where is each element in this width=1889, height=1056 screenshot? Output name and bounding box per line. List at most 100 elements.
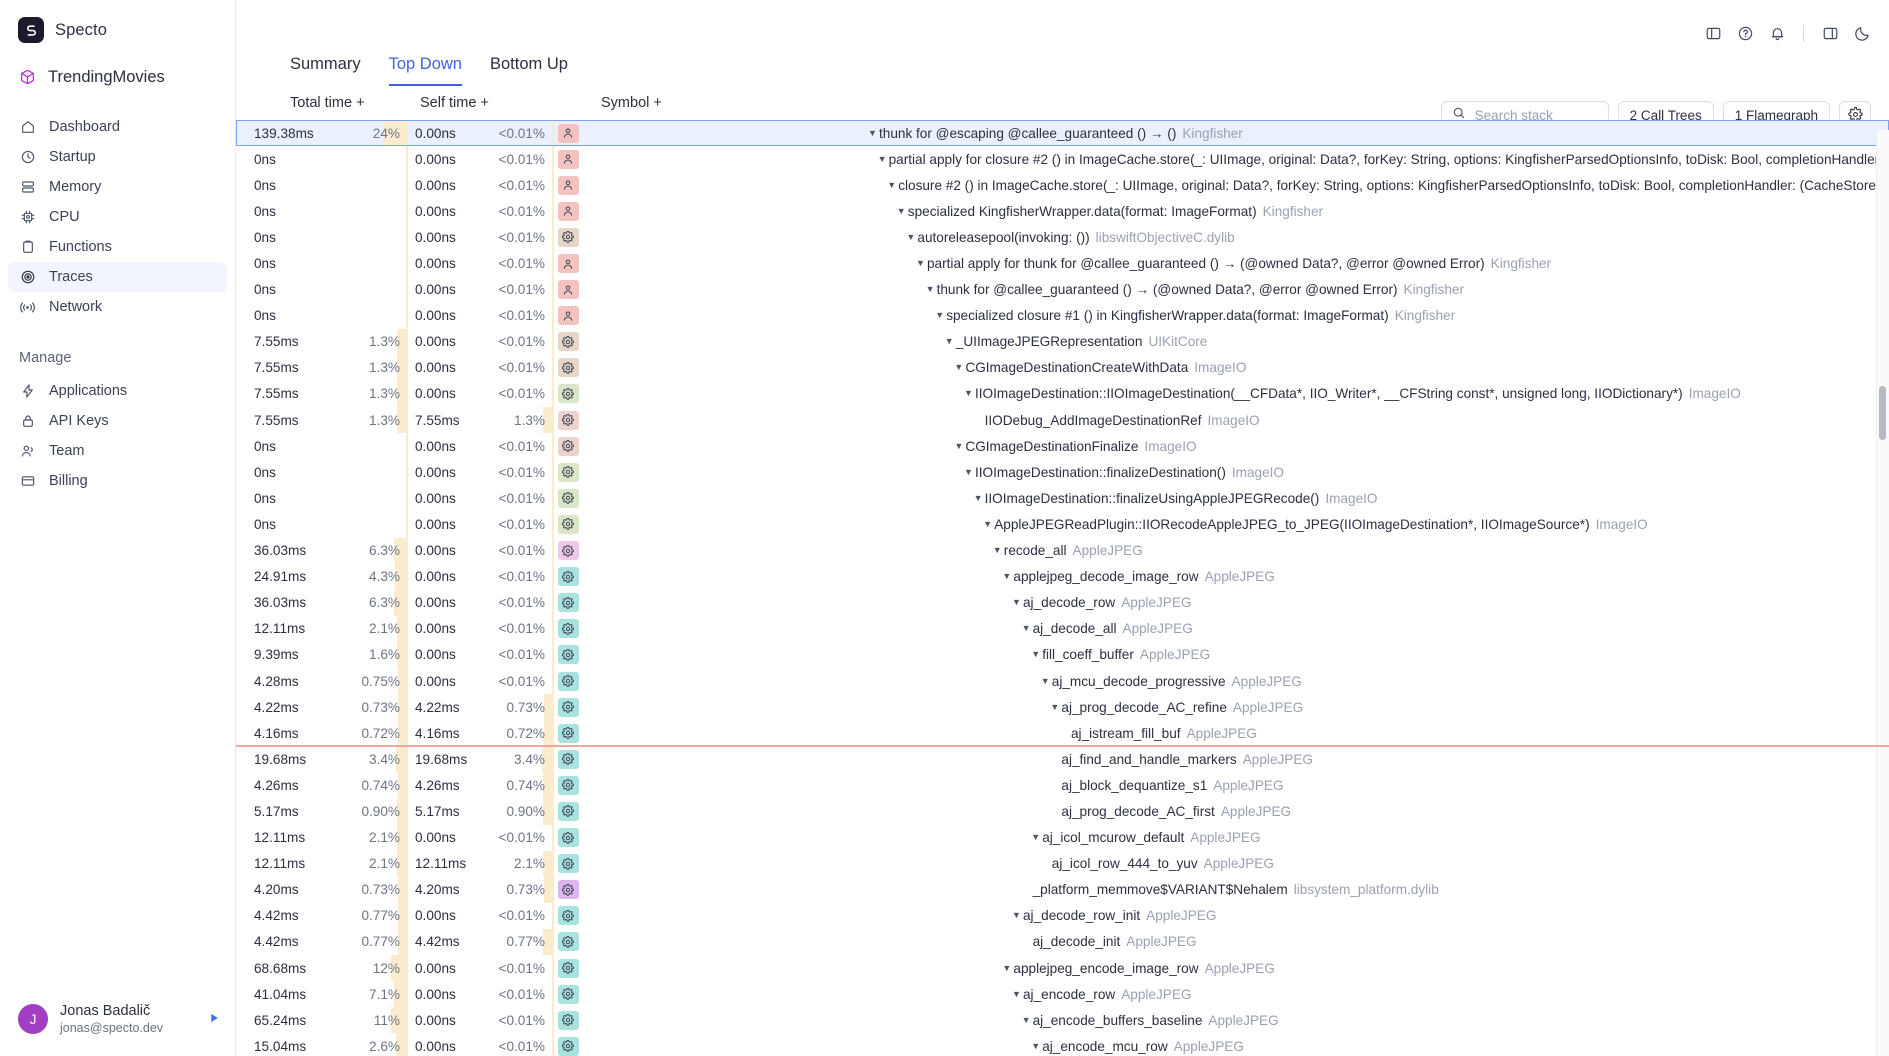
sidebar-item-team[interactable]: Team (8, 436, 227, 466)
sidebar-item-dashboard[interactable]: Dashboard (8, 112, 227, 142)
self-time-value: 0.00ns (415, 438, 456, 454)
disclosure-caret-icon[interactable]: ▼ (954, 440, 964, 451)
table-row[interactable]: 12.11ms 2.1% 0.00ns <0.01% ▼ aj_decode_all App… (236, 615, 1889, 642)
sidebar-item-cpu[interactable]: CPU (8, 202, 227, 232)
lock-icon (19, 413, 36, 430)
table-row[interactable]: 0ns 0.00ns <0.01% ▼ IIOImageDestination::fin… (236, 485, 1889, 512)
disclosure-caret-icon[interactable]: ▼ (992, 545, 1002, 556)
table-row[interactable]: 41.04ms 7.1% 0.00ns <0.01% ▼ aj_encode_row App… (236, 981, 1889, 1008)
symbol-module: ImageIO (1231, 464, 1284, 480)
table-row[interactable]: 36.03ms 6.3% 0.00ns <0.01% ▼ recode_all AppleJ… (236, 537, 1889, 564)
table-row[interactable]: 4.20ms 0.73% 4.20ms 0.73% ▼_platform_memmove… (236, 876, 1889, 903)
table-row[interactable]: 0ns 0.00ns <0.01% ▼ specialized KingfisherWr… (236, 198, 1889, 225)
disclosure-caret-icon[interactable]: ▼ (877, 153, 887, 164)
table-row[interactable]: 36.03ms 6.3% 0.00ns <0.01% ▼ aj_decode_row App… (236, 589, 1889, 616)
table-row[interactable]: 24.91ms 4.3% 0.00ns <0.01% ▼ applejpeg_decode… (236, 563, 1889, 590)
disclosure-caret-icon[interactable]: ▼ (983, 518, 993, 529)
self-time-value: 12.11ms (415, 856, 467, 872)
tab-bottom-up[interactable]: Bottom Up (489, 55, 568, 73)
table-row[interactable]: 9.39ms 1.6% 0.00ns <0.01% ▼ fill_coeff_buffer… (236, 641, 1889, 668)
table-row[interactable]: 4.16ms0.72%4.16ms0.72%▼aj_istream_fill_b… (236, 720, 1889, 747)
sidebar-item-memory[interactable]: Memory (8, 172, 227, 202)
table-row[interactable]: 0ns 0.00ns <0.01% ▼ closure #2 () in ImageCa… (236, 172, 1889, 199)
disclosure-caret-icon[interactable]: ▼ (1040, 675, 1050, 686)
disclosure-caret-icon[interactable]: ▼ (1031, 649, 1041, 660)
sidebar-item-network[interactable]: Network (8, 292, 227, 322)
table-row[interactable]: 0ns 0.00ns <0.01% ▼ partial apply for closur… (236, 146, 1889, 173)
disclosure-caret-icon[interactable]: ▼ (925, 284, 935, 295)
disclosure-caret-icon[interactable]: ▼ (1012, 910, 1021, 921)
table-row[interactable]: 68.68ms 12% 0.00ns <0.01% ▼ applejpeg_encode_… (236, 955, 1889, 982)
disclosure-caret-icon[interactable]: ▼ (964, 388, 973, 399)
vertical-scrollbar-track[interactable] (1876, 130, 1889, 1056)
disclosure-caret-icon[interactable]: ▼ (944, 336, 954, 347)
table-row[interactable]: 139.38ms 24% 0.00ns <0.01% ▼ thunk for @escap… (236, 120, 1889, 147)
disclosure-caret-icon[interactable]: ▼ (906, 231, 916, 242)
sidebar-item-billing[interactable]: Billing (8, 466, 227, 496)
disclosure-caret-icon[interactable]: ▼ (1050, 701, 1060, 712)
disclosure-caret-icon[interactable]: ▼ (887, 179, 897, 190)
sidebar-item-functions[interactable]: Functions (8, 232, 227, 262)
disclosure-caret-icon[interactable]: ▼ (1002, 962, 1012, 973)
table-row[interactable]: 7.55ms 1.3% 0.00ns <0.01% ▼ IIOImageDestinati… (236, 380, 1889, 408)
sidebar-item-applications[interactable]: Applications (8, 376, 227, 406)
table-row[interactable]: 0ns 0.00ns <0.01% ▼ AppleJPEGReadPlugin::IIO… (236, 511, 1889, 538)
panel-left-icon[interactable] (1704, 24, 1722, 42)
disclosure-caret-icon[interactable]: ▼ (916, 258, 925, 269)
symbol-name: partial apply for closure #2 () in Image… (888, 151, 1889, 167)
sidebar-item-api-keys[interactable]: API Keys (8, 406, 227, 436)
table-row[interactable]: 65.24ms 11% 0.00ns <0.01% ▼ aj_encode_buffers… (236, 1007, 1889, 1034)
disclosure-caret-icon[interactable]: ▼ (1031, 1040, 1041, 1051)
table-row[interactable]: 4.42ms0.77%4.42ms0.77%▼aj_decode_initApp… (236, 928, 1889, 955)
table-row[interactable]: 15.04ms 2.6% 0.00ns <0.01% ▼ aj_encode_mcu_ro… (236, 1033, 1889, 1056)
table-row[interactable]: 0ns 0.00ns <0.01% ▼ specialized closure #1 (… (236, 302, 1889, 329)
table-row[interactable]: 7.55ms 1.3% 0.00ns <0.01% ▼ CGImageDestinatio… (236, 354, 1889, 381)
disclosure-caret-icon[interactable]: ▼ (1031, 832, 1041, 843)
disclosure-caret-icon[interactable]: ▼ (1012, 988, 1021, 999)
disclosure-caret-icon[interactable]: ▼ (1002, 571, 1012, 582)
total-time-value: 139.38ms (254, 125, 314, 141)
moon-icon[interactable] (1853, 24, 1871, 42)
table-row[interactable]: 0ns 0.00ns <0.01% ▼ IIOImageDestination::fin… (236, 459, 1889, 486)
disclosure-caret-icon[interactable]: ▼ (964, 466, 973, 477)
self-time-value: 0.00ns (415, 229, 456, 245)
column-header-self-time[interactable]: Self time + (420, 95, 489, 111)
table-row[interactable]: 0ns 0.00ns <0.01% ▼ partial apply for thunk … (236, 250, 1889, 277)
table-row[interactable]: 12.11ms2.1%12.11ms2.1%▼aj_icol_row_444_t… (236, 850, 1889, 877)
table-row[interactable]: 5.17ms0.90%5.17ms0.90%▼aj_prog_decode_AC… (236, 798, 1889, 825)
table-row[interactable]: 4.42ms 0.77% 0.00ns <0.01% ▼ aj_decode_row_in… (236, 902, 1889, 929)
help-circle-icon[interactable] (1736, 24, 1754, 42)
table-row[interactable]: 4.22ms 0.73% 4.22ms 0.73% ▼ aj_prog_decode_AC… (236, 694, 1889, 721)
table-row[interactable]: 7.55ms 1.3% 0.00ns <0.01% ▼ _UIImageJPEGRepre… (236, 328, 1889, 355)
search-input[interactable] (1474, 108, 1598, 123)
tab-summary[interactable]: Summary (290, 55, 361, 73)
column-header-symbol[interactable]: Symbol + (601, 95, 662, 111)
sidebar-item-startup[interactable]: Startup (8, 142, 227, 172)
project-switcher[interactable]: TrendingMovies (0, 56, 235, 98)
table-row[interactable]: 0ns 0.00ns <0.01% ▼ CGImageDestinationFinali… (236, 433, 1889, 460)
disclosure-caret-icon[interactable]: ▼ (973, 492, 983, 503)
table-row[interactable]: 19.68ms3.4%19.68ms3.4%▼aj_find_and_handl… (236, 746, 1889, 773)
tab-top-down[interactable]: Top Down (388, 55, 462, 86)
table-row[interactable]: 12.11ms 2.1% 0.00ns <0.01% ▼ aj_icol_mcurow_d… (236, 824, 1889, 851)
table-row[interactable]: 0ns 0.00ns <0.01% ▼ autoreleasepool(invoking… (236, 224, 1889, 251)
disclosure-caret-icon[interactable]: ▼ (954, 362, 964, 373)
disclosure-caret-icon[interactable]: ▼ (896, 205, 906, 216)
disclosure-caret-icon[interactable]: ▼ (935, 310, 945, 321)
brand[interactable]: Specto (0, 0, 235, 46)
disclosure-caret-icon[interactable]: ▼ (1021, 1014, 1031, 1025)
disclosure-caret-icon[interactable]: ▼ (1021, 623, 1031, 634)
sidebar-item-traces[interactable]: Traces (8, 262, 227, 292)
bell-icon[interactable] (1768, 24, 1786, 42)
disclosure-caret-icon[interactable]: ▼ (868, 127, 877, 138)
table-row[interactable]: 4.28ms 0.75% 0.00ns <0.01% ▼ aj_mcu_decode_pr… (236, 667, 1889, 695)
panel-right-icon[interactable] (1821, 24, 1839, 42)
play-caret-icon[interactable] (209, 1012, 220, 1027)
user-account-button[interactable]: J Jonas Badalič jonas@specto.dev (0, 982, 236, 1056)
vertical-scrollbar-thumb[interactable] (1879, 386, 1886, 440)
table-row[interactable]: 0ns 0.00ns <0.01% ▼ thunk for @callee_guaran… (236, 276, 1889, 303)
table-row[interactable]: 7.55ms1.3%7.55ms1.3%▼IIODebug_AddImageDe… (236, 407, 1889, 434)
column-header-total-time[interactable]: Total time + (290, 95, 365, 111)
disclosure-caret-icon[interactable]: ▼ (1012, 597, 1021, 608)
table-row[interactable]: 4.26ms0.74%4.26ms0.74%▼aj_block_dequanti… (236, 772, 1889, 799)
